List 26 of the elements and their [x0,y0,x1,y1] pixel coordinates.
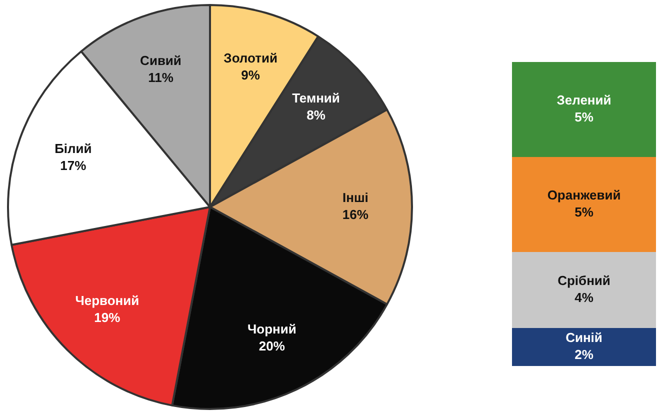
data-label: 9% [241,67,260,82]
data-label: 20% [258,338,286,354]
bar [512,252,656,328]
series-label: Синій [566,330,602,346]
series-label: Зелений [556,92,612,108]
slice-label: Сивий [140,53,182,68]
data-label: 4% [574,290,594,306]
slice-label: Червоний [75,292,140,308]
series-label: Оранжевий [547,188,621,203]
data-label: 2% [574,347,594,362]
bar [512,328,656,366]
data-label: 19% [94,310,121,325]
slice-label: Чорний [247,322,296,337]
slice-label: Білий [54,140,92,156]
slice-label: Темний [292,90,340,106]
bar [512,157,656,252]
data-label: 5% [574,204,594,220]
bar [512,62,656,157]
series-label: Срібний [558,273,610,288]
data-label: 17% [60,158,87,173]
data-label: 8% [306,108,326,123]
slice-label: Інші [342,190,368,206]
data-label: 11% [148,70,174,86]
slice-label: Золотий [224,50,278,66]
data-label: 16% [342,207,369,222]
data-label: 5% [574,110,594,125]
